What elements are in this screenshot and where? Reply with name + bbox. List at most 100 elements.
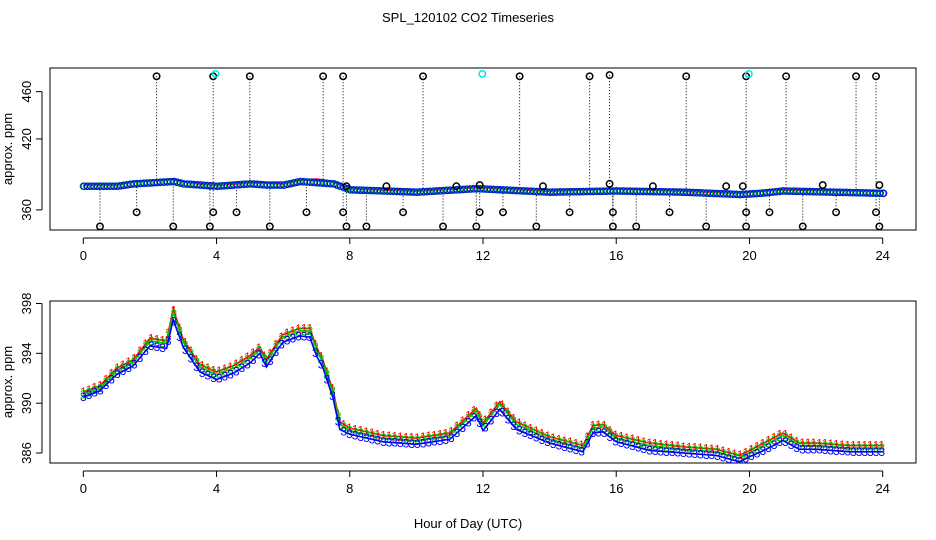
series-marker-2: 2	[878, 441, 885, 455]
series-marker-2: 2	[499, 401, 506, 415]
series-marker-1: 1	[867, 439, 874, 453]
x-tick-label: 24	[875, 481, 889, 496]
series-marker-3: 3	[216, 372, 223, 386]
outlier-point	[319, 72, 328, 81]
series-marker-2: 2	[250, 348, 257, 362]
series-marker-1: 1	[499, 398, 506, 412]
series-marker-3: 3	[618, 436, 625, 450]
series-marker-3: 3	[590, 426, 597, 440]
series-marker-3: 3	[250, 353, 257, 367]
series-marker-3: 3	[278, 337, 285, 351]
series-marker-2: 2	[408, 433, 415, 447]
series-marker-1: 1	[510, 412, 517, 426]
series-marker-1: 1	[403, 430, 410, 444]
outlier-point	[265, 222, 274, 230]
series-marker-1: 1	[408, 431, 415, 445]
x-tick-label: 20	[742, 248, 756, 263]
series-marker-1: 1	[771, 431, 778, 445]
series-marker-3: 3	[658, 444, 665, 458]
series-marker-3: 3	[267, 354, 274, 368]
series-marker-1: 1	[267, 347, 274, 361]
series-marker-1: 1	[397, 430, 404, 444]
outlier-point	[209, 208, 218, 217]
series-marker-1: 1	[188, 344, 195, 358]
series-marker-1: 1	[714, 443, 721, 457]
data-point-blue	[879, 189, 888, 198]
outlier-point	[742, 222, 751, 230]
series-marker-3: 3	[357, 430, 364, 444]
series-marker-3: 3	[759, 444, 766, 458]
outlier-point	[382, 182, 391, 191]
series-marker-3: 3	[691, 447, 698, 461]
outlier-point	[532, 222, 541, 230]
series-marker-1: 1	[861, 439, 868, 453]
series-marker-2: 2	[510, 414, 517, 428]
series-marker-3: 3	[533, 431, 540, 445]
y-axis-label: approx. ppm	[0, 113, 15, 185]
series-marker-3: 3	[788, 438, 795, 452]
series-marker-2: 2	[850, 441, 857, 455]
series-marker-1: 1	[612, 428, 619, 442]
series-marker-3: 3	[488, 413, 495, 427]
series-marker-2: 2	[318, 352, 325, 366]
series-marker-2: 2	[125, 358, 132, 372]
series-marker-3: 3	[578, 444, 585, 458]
x-tick-label: 8	[346, 481, 353, 496]
series-marker-3: 3	[284, 334, 291, 348]
series-marker-3: 3	[114, 367, 121, 381]
series-marker-2: 2	[199, 361, 206, 375]
series-marker-2: 2	[725, 448, 732, 462]
series-marker-3: 3	[363, 431, 370, 445]
outlier-point	[475, 208, 484, 217]
y-tick-label: 394	[19, 342, 34, 364]
outlier-point	[339, 208, 348, 217]
series-marker-2: 2	[567, 438, 574, 452]
series-marker-1: 1	[222, 362, 229, 376]
series-marker-1: 1	[312, 337, 319, 351]
series-marker-2: 2	[873, 441, 880, 455]
outlier-point	[872, 72, 880, 81]
series-marker-3: 3	[295, 329, 302, 343]
series-marker-3: 3	[635, 441, 642, 455]
series-marker-1: 1	[340, 417, 347, 431]
series-marker-2: 2	[658, 440, 665, 454]
series-marker-3: 3	[680, 446, 687, 460]
series-marker-3: 3	[391, 436, 398, 450]
series-marker-1: 1	[244, 350, 251, 364]
series-marker-1: 1	[561, 434, 568, 448]
series-marker-3: 3	[137, 351, 144, 365]
series-marker-2: 2	[765, 436, 772, 450]
series-marker-3: 3	[799, 442, 806, 456]
series-marker-3: 3	[493, 406, 500, 420]
series-marker-2: 2	[590, 421, 597, 435]
series-marker-3: 3	[369, 432, 376, 446]
series-marker-2: 2	[652, 439, 659, 453]
outlier-point	[539, 182, 547, 191]
y-tick-label: 420	[19, 128, 34, 150]
series-marker-2: 2	[505, 407, 512, 421]
series-marker-2: 2	[193, 355, 200, 369]
series-marker-1: 1	[171, 304, 178, 318]
series-marker-2: 2	[788, 434, 795, 448]
series-marker-2: 2	[244, 353, 251, 367]
series-marker-3: 3	[601, 426, 608, 440]
plot-area	[79, 69, 888, 230]
series-marker-2: 2	[471, 406, 478, 420]
series-marker-1: 1	[352, 422, 359, 436]
series-marker-1: 1	[323, 365, 330, 379]
series-marker-3: 3	[833, 444, 840, 458]
series-marker-1: 1	[833, 438, 840, 452]
series-marker-1: 1	[425, 429, 432, 443]
series-marker-1: 1	[199, 359, 206, 373]
cyan-point	[478, 69, 487, 78]
series-marker-2: 2	[799, 439, 806, 453]
series-marker-1: 1	[154, 332, 161, 346]
series-marker-2: 2	[607, 426, 614, 440]
series-marker-3: 3	[697, 447, 704, 461]
outlier-point	[419, 72, 427, 81]
y-tick-label: 390	[19, 392, 34, 414]
x-tick-label: 20	[742, 481, 756, 496]
series-marker-1: 1	[482, 413, 489, 427]
series-marker-3: 3	[527, 428, 534, 442]
